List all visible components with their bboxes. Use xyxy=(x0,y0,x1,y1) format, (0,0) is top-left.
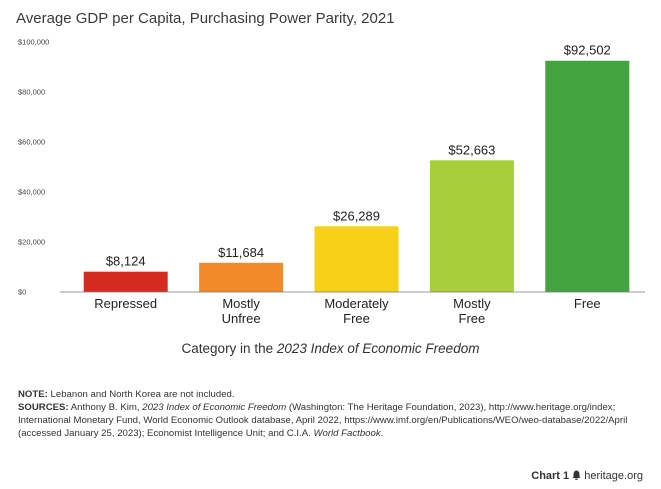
note-line: NOTE: Lebanon and North Korea are not in… xyxy=(18,389,235,400)
y-tick-label: $80,000 xyxy=(18,88,45,97)
site-link[interactable]: heritage.org xyxy=(584,470,643,482)
category-label: Unfree xyxy=(222,311,261,326)
y-tick-label: $60,000 xyxy=(18,138,45,147)
category-label: Free xyxy=(459,311,486,326)
bar-chart: $0 $20,000 $40,000 $60,000 $80,000 $100,000 $8… xyxy=(18,38,645,326)
category-label: Free xyxy=(574,296,601,311)
y-tick-label: $20,000 xyxy=(18,238,45,247)
bar-value-label: $11,684 xyxy=(218,245,264,260)
bar-value-label: $26,289 xyxy=(333,208,380,223)
category-label: Repressed xyxy=(94,296,157,311)
bar xyxy=(429,160,514,292)
notes-block: NOTE: Lebanon and North Korea are not in… xyxy=(18,388,648,440)
bar-value-label: $8,124 xyxy=(106,254,146,269)
category-label: Mostly xyxy=(453,296,491,311)
bar-value-label: $92,502 xyxy=(564,43,611,58)
bell-icon xyxy=(572,470,581,480)
bar xyxy=(545,60,630,293)
y-tick-label: $40,000 xyxy=(18,188,45,197)
category-label: Free xyxy=(343,311,370,326)
category-label: Moderately xyxy=(324,296,389,311)
index-title: 2023 Index of Economic Freedom xyxy=(276,341,480,356)
y-tick-label: $0 xyxy=(18,288,26,297)
sources-line: SOURCES: Anthony B. Kim, 2023 Index of E… xyxy=(18,402,628,439)
footer: Chart 1 heritage.org xyxy=(531,470,643,482)
chart-title: Average GDP per Capita, Purchasing Power… xyxy=(16,10,395,27)
chart-number: Chart 1 xyxy=(531,470,570,482)
bar xyxy=(199,262,284,292)
bar xyxy=(83,271,168,292)
x-axis-label: Category in the 2023 Index of Economic F… xyxy=(181,341,480,356)
bar xyxy=(314,226,399,292)
bar-value-label: $52,663 xyxy=(448,142,495,157)
category-label: Mostly xyxy=(222,296,260,311)
y-tick-label: $100,000 xyxy=(18,38,49,47)
